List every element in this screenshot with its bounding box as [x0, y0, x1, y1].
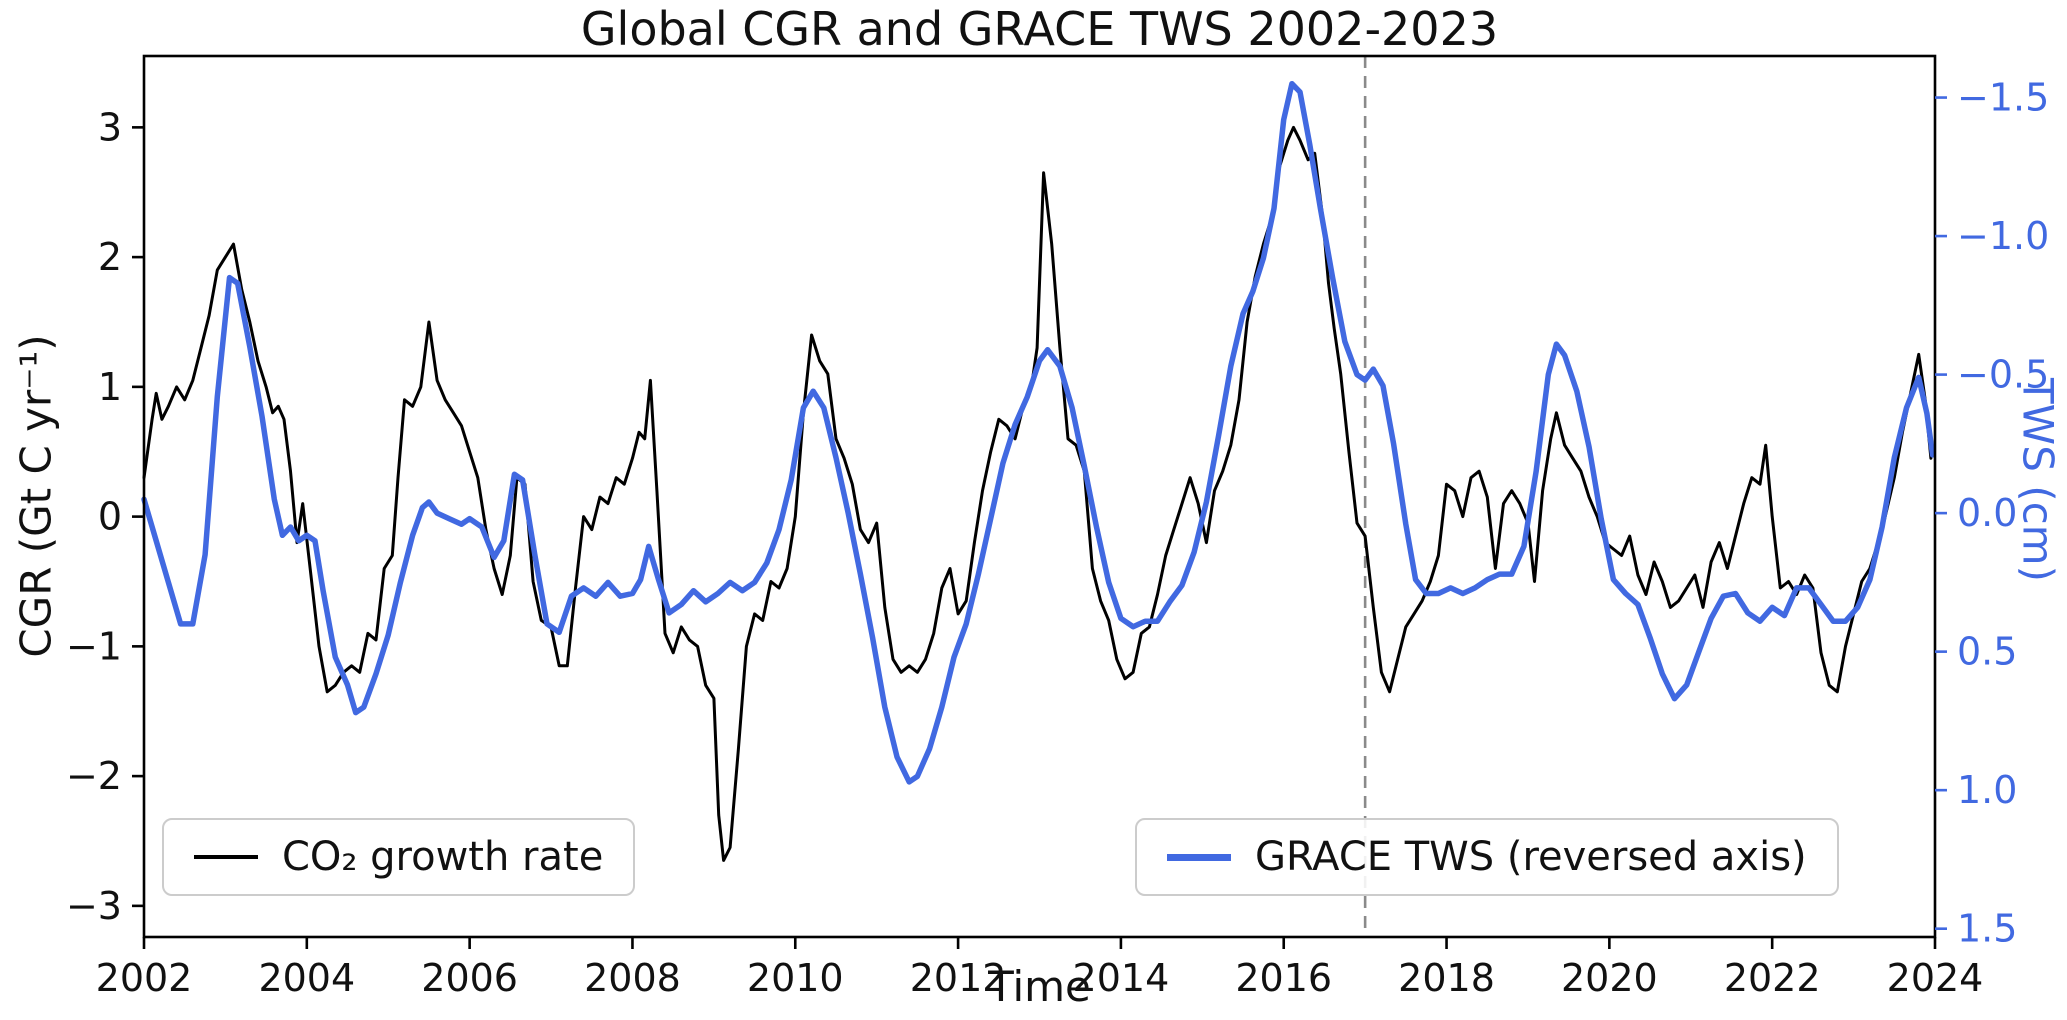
tws-line-sample-icon — [1167, 853, 1231, 861]
x-tick-label: 2010 — [747, 956, 844, 1000]
y-right-tick-label: −1.0 — [1957, 214, 2049, 258]
chart-title: Global CGR and GRACE TWS 2002-2023 — [580, 2, 1499, 56]
x-tick-label: 2016 — [1235, 956, 1332, 1000]
y-left-tick-label: 3 — [98, 105, 122, 149]
x-tick-label: 2024 — [1887, 956, 1984, 1000]
x-tick-label: 2020 — [1561, 956, 1658, 1000]
legend-tws: GRACE TWS (reversed axis) — [1135, 818, 1839, 896]
legend-tws-label: GRACE TWS (reversed axis) — [1255, 834, 1807, 880]
x-tick-label: 2012 — [910, 956, 1007, 1000]
cgr-line-sample-icon — [194, 855, 258, 859]
y-left-tick-label: 1 — [98, 365, 122, 409]
plot-frame — [142, 54, 1937, 939]
y-right-tick-label: 0.5 — [1957, 630, 2017, 674]
y-axis-right-label: TWS (cm) — [2013, 378, 2063, 582]
x-tick-label: 2014 — [1073, 956, 1170, 1000]
series-line-tws — [141, 80, 1936, 785]
y-left-tick-label: −3 — [66, 884, 122, 928]
y-axis-left-label: CGR (Gt C yr⁻¹) — [11, 334, 61, 658]
y-left-tick-label: −2 — [66, 754, 122, 798]
y-right-tick-label: 1.0 — [1957, 768, 2017, 812]
x-tick-label: 2004 — [258, 956, 355, 1000]
x-tick-label: 2006 — [421, 956, 518, 1000]
x-tick-label: 2002 — [96, 956, 193, 1000]
y-right-tick-label: −1.5 — [1957, 76, 2049, 120]
y-left-tick-label: 2 — [98, 235, 122, 279]
x-tick-label: 2018 — [1398, 956, 1495, 1000]
series-line-cgr — [142, 125, 1933, 862]
y-left-tick-label: −1 — [66, 624, 122, 668]
y-right-tick-label: 0.0 — [1957, 491, 2017, 535]
x-tick-label: 2008 — [584, 956, 681, 1000]
legend-cgr-label: CO₂ growth rate — [282, 834, 604, 880]
y-left-tick-label: 0 — [98, 495, 122, 539]
legend-cgr: CO₂ growth rate — [162, 818, 636, 896]
y-right-tick-label: −0.5 — [1957, 353, 2049, 397]
x-axis-label: Time — [988, 962, 1091, 1011]
y-right-tick-label: 1.5 — [1957, 907, 2017, 951]
x-tick-label: 2022 — [1724, 956, 1821, 1000]
